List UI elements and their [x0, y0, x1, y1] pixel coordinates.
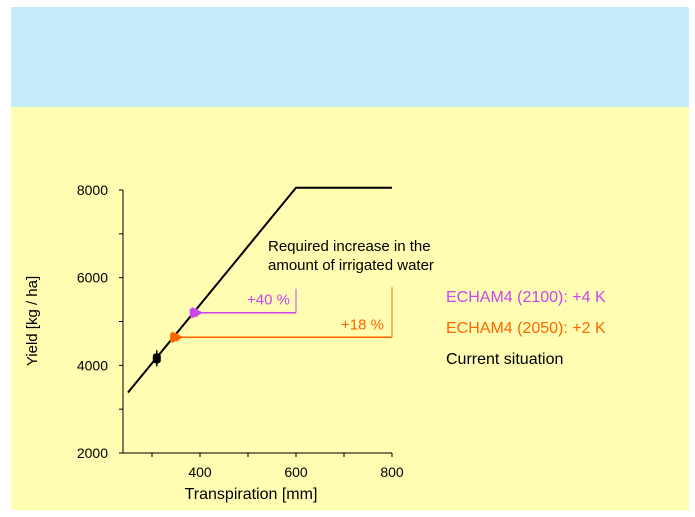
y-tick-label: 6000: [77, 270, 108, 286]
y-tick-label: 4000: [77, 357, 108, 373]
x-axis-title: Transpiration [mm]: [185, 486, 318, 503]
legend-current: Current situation: [446, 351, 563, 368]
y-tick-label: 8000: [77, 182, 108, 198]
arrow-label: +18 %: [341, 316, 384, 333]
point-echam2050: [170, 333, 179, 342]
series-line: [127, 186, 392, 394]
annotation-line-1: Required increase in the: [268, 238, 431, 255]
y-axis-title: Yield [kg / ha]: [24, 276, 41, 366]
point-echam2100: [189, 308, 198, 317]
x-tick-label: 600: [284, 464, 308, 480]
legend-echam2100: ECHAM4 (2100): +4 K: [446, 289, 606, 306]
y-tick-label: 2000: [77, 445, 108, 461]
header-band: [11, 7, 689, 107]
annotation-line-2: amount of irrigated water: [268, 257, 434, 274]
legend-echam2050: ECHAM4 (2050): +2 K: [446, 320, 606, 337]
x-tick-label: 800: [380, 464, 404, 480]
plot-panel: [11, 107, 689, 510]
arrow-label: +40 %: [247, 292, 290, 309]
x-tick-label: 400: [188, 464, 212, 480]
